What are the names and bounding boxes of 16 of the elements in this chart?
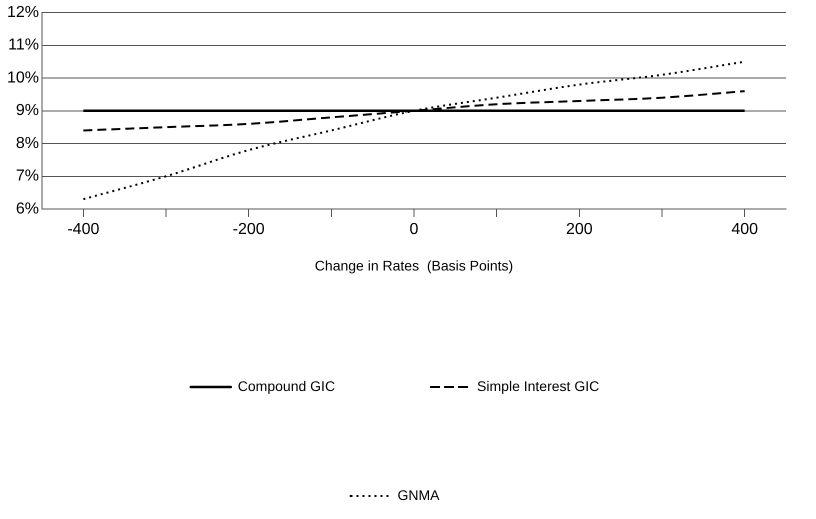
y-tick-label: 8% — [16, 134, 40, 152]
y-tick-label: 10% — [6, 69, 40, 86]
y-tick-label: 7% — [16, 168, 40, 185]
x-tick-label: -200 — [232, 221, 265, 238]
y-tick-label: 12% — [6, 4, 40, 22]
legend-label: Simple Interest GIC — [477, 378, 600, 394]
y-tick-label: 6% — [16, 200, 40, 218]
x-tick-label: 400 — [731, 221, 758, 238]
legend-label: Compound GIC — [238, 378, 336, 394]
y-tick-label: 9% — [16, 102, 40, 120]
legend-label: GNMA — [398, 486, 440, 503]
x-tick-label: 200 — [566, 221, 593, 238]
x-axis-title: Change in Rates (Basis Points) — [314, 257, 514, 274]
x-tick-label: 0 — [410, 221, 419, 238]
y-tick-label: 11% — [8, 36, 40, 54]
x-tick-label: -400 — [67, 221, 100, 238]
